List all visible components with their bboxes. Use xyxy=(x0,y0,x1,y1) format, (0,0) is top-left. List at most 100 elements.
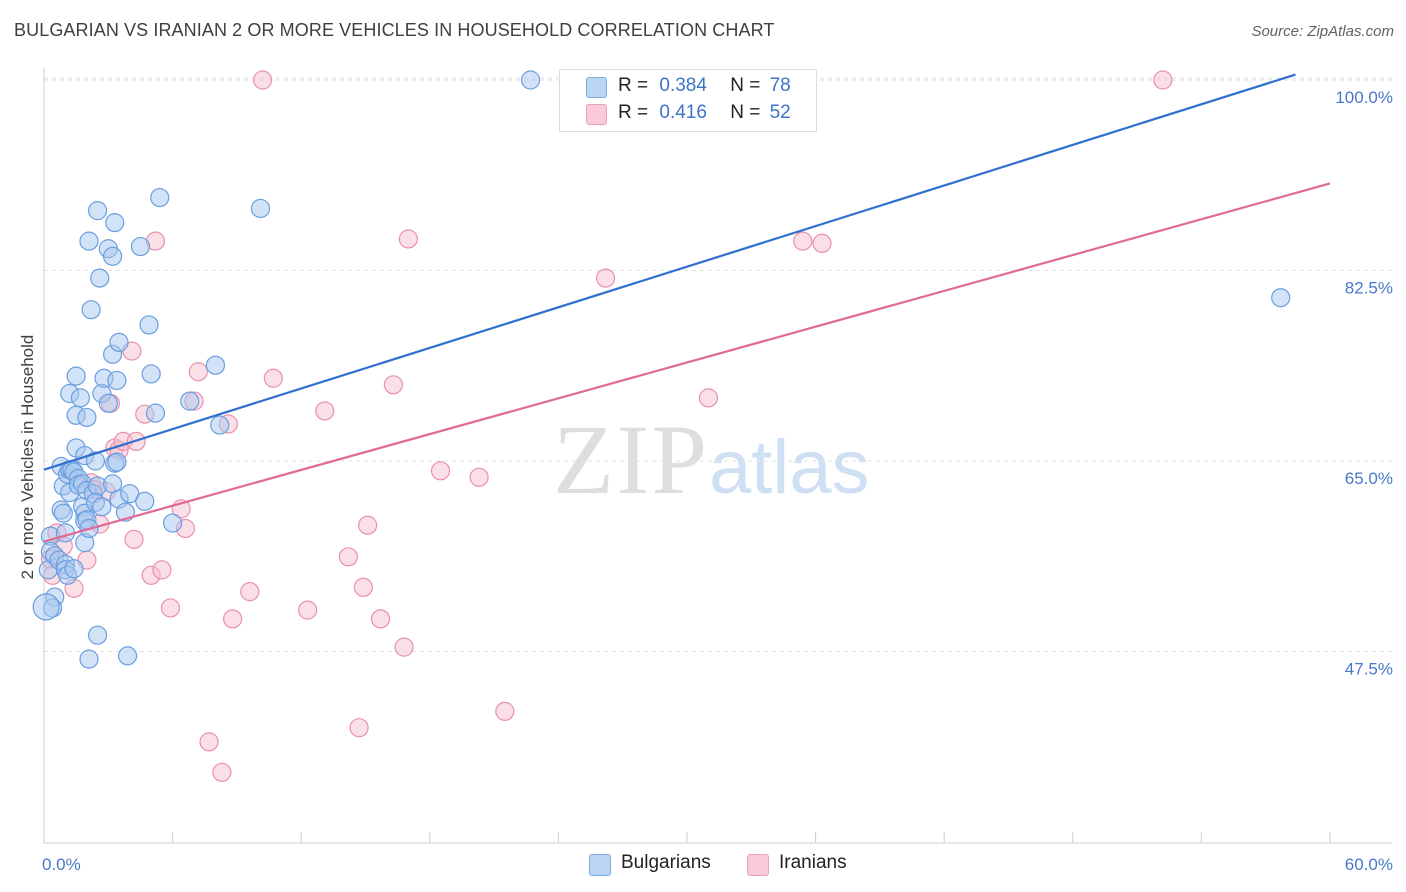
trend-lines xyxy=(43,73,1331,543)
x-tick-label: 0.0% xyxy=(42,855,81,874)
bulgarian-point xyxy=(32,593,60,621)
bulgarian-point xyxy=(250,198,271,219)
bulgarian-point xyxy=(520,70,541,90)
bulgarian-point xyxy=(66,366,86,386)
y-tick-label: 100.0% xyxy=(1335,88,1393,107)
bulgarian-point xyxy=(64,559,84,579)
iranian-point xyxy=(595,268,616,288)
x-tick-label: 60.0% xyxy=(1345,855,1393,874)
legend-n-value: 52 xyxy=(769,102,791,123)
legend-r-value: 0.416 xyxy=(659,102,707,123)
y-tick-label: 82.5% xyxy=(1345,279,1393,298)
bulgarian-point xyxy=(92,497,112,517)
iranian-point xyxy=(430,461,451,481)
iranian-point xyxy=(812,233,832,253)
axis-labels: 100.0% 82.5% 65.0% 47.5% 0.0% 60.0% 2 or more … xyxy=(18,88,1393,874)
y-tick-label: 65.0% xyxy=(1345,469,1393,488)
bottom-legend-swatch-blue xyxy=(589,854,611,876)
iranian-point xyxy=(188,362,208,382)
iranian-point xyxy=(240,582,260,602)
y-axis-label: 2 or more Vehicles in Household xyxy=(18,335,37,580)
bulgarian-point xyxy=(90,268,110,288)
legend-n-value: 78 xyxy=(769,75,791,96)
y-tick-label: 47.5% xyxy=(1345,660,1393,679)
legend-r-label: R = xyxy=(618,75,649,96)
legend-r-value: 0.384 xyxy=(659,75,707,96)
bulgarian-point xyxy=(205,355,226,375)
iranian-point xyxy=(358,515,378,535)
iranians-trend-line xyxy=(43,182,1331,543)
legend-n-label: N = xyxy=(730,102,761,123)
bottom-legend-iranians: Iranians xyxy=(747,852,847,876)
iranian-point xyxy=(1153,70,1173,90)
legend-r-label: R = xyxy=(618,102,649,123)
bulgarian-point xyxy=(107,370,127,391)
iranian-point xyxy=(223,609,243,629)
iranian-point xyxy=(394,637,414,657)
bulgarian-point xyxy=(87,625,108,645)
iranians-points xyxy=(40,70,1173,782)
bulgarian-point xyxy=(109,332,129,352)
source-credit: Source: ZipAtlas.com xyxy=(1251,23,1394,40)
bulgarian-point xyxy=(1271,288,1291,308)
iranian-point xyxy=(338,547,358,567)
legend: R = 0.384 N = 78 R = 0.416 N = 52 xyxy=(559,69,817,132)
bulgarian-point xyxy=(141,364,161,384)
bulgarian-point xyxy=(79,231,99,251)
bottom-legend-label-iranians: Iranians xyxy=(779,852,847,873)
legend-swatch-pink xyxy=(586,104,607,125)
bulgarian-point xyxy=(70,388,91,408)
iranian-point xyxy=(353,577,373,597)
bottom-legend-bulgarians: Bulgarians xyxy=(589,852,711,876)
bulgarian-point xyxy=(117,646,138,666)
iranian-point xyxy=(199,732,219,752)
legend-n-label: N = xyxy=(730,75,761,96)
chart-title: BULGARIAN VS IRANIAN 2 OR MORE VEHICLES … xyxy=(14,20,775,40)
iranian-point xyxy=(495,701,515,721)
bulgarian-point xyxy=(77,407,97,428)
bulgarian-point xyxy=(180,391,200,411)
bulgarian-point xyxy=(85,451,106,471)
bulgarian-point xyxy=(139,315,159,335)
axes xyxy=(43,68,1392,844)
bulgarian-point xyxy=(98,393,118,413)
bulgarian-point xyxy=(120,484,140,504)
zipatlas-watermark: ZIPatlas xyxy=(553,402,870,517)
iranian-point xyxy=(370,609,391,629)
iranian-point xyxy=(793,231,813,251)
iranian-point xyxy=(124,529,144,549)
bulgarian-point xyxy=(53,503,73,523)
legend-swatch-blue xyxy=(586,77,607,98)
bulgarian-point xyxy=(102,246,123,266)
bulgarian-point xyxy=(130,236,151,257)
watermark-zip: ZIP xyxy=(553,404,709,515)
iranian-point xyxy=(263,368,283,388)
bulgarian-point xyxy=(79,649,99,669)
bulgarian-point xyxy=(87,201,108,221)
iranian-point xyxy=(298,600,318,620)
bulgarian-point xyxy=(210,415,230,435)
bulgarian-point xyxy=(107,452,127,472)
bulgarian-point xyxy=(145,403,166,423)
iranian-point xyxy=(349,718,369,738)
bottom-legend-label-bulgarians: Bulgarians xyxy=(621,852,711,873)
bulgarian-point xyxy=(163,513,183,533)
iranian-point xyxy=(315,401,335,421)
iranian-point xyxy=(469,467,489,487)
iranian-point xyxy=(383,375,403,395)
bulgarian-point xyxy=(135,491,155,511)
watermark-atlas: atlas xyxy=(709,425,870,510)
bulgarian-point xyxy=(105,213,125,233)
iranian-point xyxy=(212,762,232,782)
iranian-point xyxy=(152,560,172,580)
bulgarians-trend-line xyxy=(43,73,1296,471)
iranian-point xyxy=(398,229,418,249)
bottom-legend-swatch-pink xyxy=(747,854,769,876)
iranian-point xyxy=(253,70,273,90)
iranian-point xyxy=(160,598,181,618)
bulgarian-point xyxy=(81,300,101,320)
grid-lines xyxy=(44,77,1392,652)
iranian-point xyxy=(698,388,719,408)
bulgarian-point xyxy=(150,187,170,208)
